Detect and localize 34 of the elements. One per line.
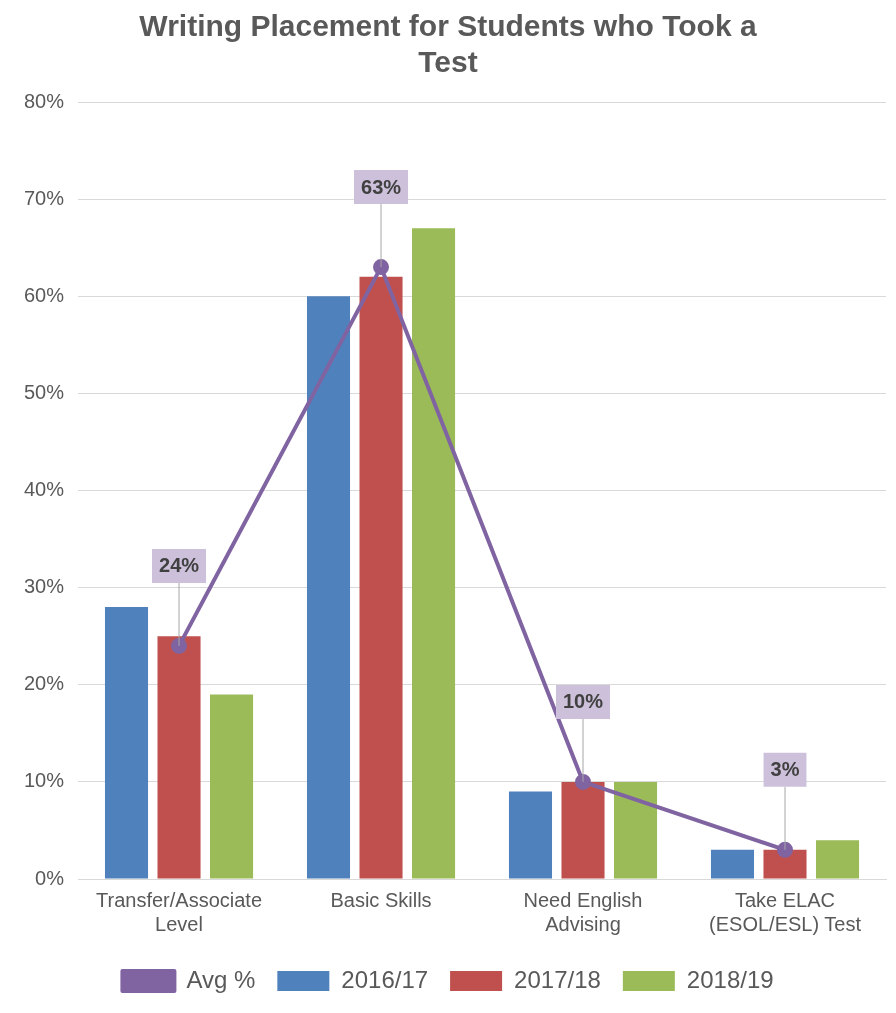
chart-title: Writing Placement for Students who Took a Test (139, 9, 757, 79)
legend-label: Avg % (186, 965, 256, 993)
bar (412, 228, 456, 879)
legend-label: 2017/18 (514, 965, 601, 993)
bar (508, 791, 553, 879)
y-tick-label: 30% (24, 575, 65, 598)
data-label: 3% (770, 758, 800, 781)
bar (104, 607, 149, 879)
x-tick-label: Transfer/Associate Level (96, 888, 263, 935)
bar (763, 849, 807, 879)
legend-label: 2016/17 (341, 965, 429, 993)
bar (306, 296, 351, 879)
bar (157, 636, 201, 879)
bar (710, 849, 755, 879)
y-tick-label: 60% (24, 283, 65, 306)
bar (210, 694, 254, 879)
x-tick-label: Take ELAC (ESOL/ESL) Test (709, 888, 862, 935)
y-tick-label: 40% (24, 478, 65, 501)
legend-label: 2018/19 (686, 965, 774, 993)
y-tick-label: 80% (24, 89, 65, 112)
data-label: 24% (159, 554, 200, 577)
y-tick-label: 0% (35, 866, 65, 889)
data-label: 10% (563, 690, 604, 713)
y-tick-label: 20% (24, 672, 65, 695)
y-tick-label: 70% (24, 186, 65, 209)
bar (561, 781, 605, 879)
bar (614, 781, 658, 879)
x-tick-label: Need English Advising (523, 888, 643, 935)
x-tick-label: Basic Skills (330, 888, 432, 911)
data-label: 63% (361, 175, 402, 198)
bar (359, 276, 403, 879)
y-tick-label: 50% (24, 380, 65, 403)
y-tick-label: 10% (24, 769, 65, 792)
bar (815, 840, 860, 879)
